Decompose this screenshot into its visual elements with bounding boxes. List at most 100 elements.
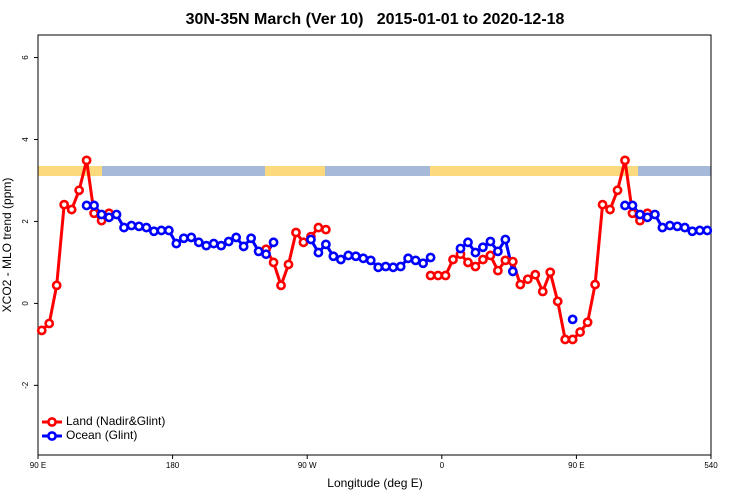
x-tick-label: 90 E bbox=[568, 461, 584, 470]
legend-marker bbox=[47, 431, 57, 441]
data-point bbox=[560, 334, 571, 345]
data-point bbox=[485, 250, 496, 261]
data-point bbox=[126, 220, 137, 231]
data-point bbox=[500, 255, 511, 266]
data-point bbox=[395, 261, 406, 272]
ocean-band bbox=[38, 166, 711, 176]
data-point bbox=[365, 255, 376, 266]
data-point bbox=[253, 246, 264, 257]
data-point bbox=[605, 204, 615, 215]
data-point bbox=[223, 236, 234, 247]
data-point bbox=[350, 251, 361, 262]
data-point bbox=[410, 255, 421, 266]
data-point bbox=[74, 185, 85, 196]
data-point bbox=[425, 270, 436, 281]
data-point bbox=[507, 266, 518, 277]
data-point bbox=[380, 261, 391, 272]
data-point bbox=[104, 212, 114, 223]
data-point bbox=[216, 240, 227, 251]
data-point bbox=[291, 227, 301, 238]
x-axis-label: Longitude (deg E) bbox=[327, 476, 422, 490]
data-point bbox=[575, 327, 586, 337]
data-point bbox=[156, 225, 167, 236]
data-point bbox=[492, 265, 503, 276]
data-point bbox=[500, 234, 511, 245]
land-band bbox=[265, 166, 325, 176]
data-point bbox=[425, 252, 436, 263]
data-point bbox=[89, 208, 99, 219]
data-point bbox=[186, 232, 197, 243]
data-point bbox=[59, 199, 70, 210]
data-point bbox=[246, 233, 257, 244]
data-point bbox=[119, 222, 129, 233]
data-point bbox=[66, 204, 77, 215]
data-point bbox=[620, 155, 630, 166]
data-point bbox=[567, 314, 578, 325]
data-point bbox=[463, 237, 473, 248]
land-ocean-strip bbox=[38, 166, 711, 176]
data-point bbox=[276, 280, 286, 291]
data-point bbox=[687, 226, 698, 237]
data-point bbox=[358, 253, 369, 264]
plot-frame bbox=[37, 34, 712, 456]
data-point bbox=[283, 259, 294, 270]
chart-title: 30N-35N March (Ver 10) 2015-01-01 to 202… bbox=[186, 11, 565, 28]
data-point bbox=[470, 247, 481, 258]
data-point bbox=[478, 254, 488, 265]
y-tick-label: 6 bbox=[21, 55, 30, 60]
data-point bbox=[171, 238, 182, 249]
x-tick-label: 540 bbox=[704, 461, 718, 470]
data-point bbox=[134, 221, 144, 232]
data-point bbox=[515, 279, 526, 290]
data-point bbox=[612, 185, 623, 196]
data-point bbox=[238, 241, 249, 252]
x-tick-label: 90 E bbox=[30, 461, 46, 470]
data-point bbox=[650, 209, 660, 220]
data-point bbox=[89, 200, 99, 211]
data-point bbox=[193, 237, 204, 248]
data-point bbox=[627, 200, 638, 211]
data-point bbox=[440, 270, 451, 281]
data-point bbox=[36, 325, 47, 336]
data-point bbox=[642, 212, 653, 223]
data-point bbox=[149, 226, 159, 237]
data-point bbox=[268, 257, 279, 268]
data-point bbox=[620, 200, 630, 211]
data-point bbox=[44, 318, 55, 329]
data-point bbox=[231, 232, 242, 243]
land-band bbox=[38, 166, 102, 176]
data-point bbox=[702, 225, 713, 236]
data-point bbox=[81, 155, 92, 166]
data-point bbox=[261, 249, 271, 260]
data-point bbox=[268, 237, 279, 248]
data-point bbox=[657, 222, 668, 233]
data-point bbox=[537, 286, 548, 297]
data-point bbox=[433, 270, 443, 281]
data-point bbox=[470, 261, 481, 272]
data-point bbox=[567, 334, 578, 345]
legend-label: Ocean (Glint) bbox=[66, 428, 137, 442]
data-point bbox=[403, 253, 414, 264]
data-point bbox=[635, 209, 645, 220]
data-point bbox=[111, 209, 122, 220]
y-tick-label: -2 bbox=[21, 381, 30, 389]
data-point bbox=[81, 200, 92, 211]
data-point bbox=[201, 240, 212, 251]
legend-label: Land (Nadir&Glint) bbox=[66, 414, 165, 428]
data-point bbox=[96, 209, 107, 220]
y-tick-label: 2 bbox=[21, 219, 30, 224]
data-point bbox=[545, 267, 556, 278]
land-band bbox=[430, 166, 638, 176]
data-point bbox=[320, 239, 331, 250]
data-point bbox=[590, 279, 600, 290]
data-point bbox=[463, 257, 473, 268]
data-point bbox=[178, 233, 189, 244]
data-point bbox=[679, 222, 690, 233]
data-point bbox=[478, 242, 488, 253]
data-point bbox=[373, 262, 384, 273]
y-axis-label: XCO2 - MLO trend (ppm) bbox=[0, 178, 14, 313]
data-point bbox=[455, 243, 466, 254]
data-point bbox=[306, 234, 316, 245]
